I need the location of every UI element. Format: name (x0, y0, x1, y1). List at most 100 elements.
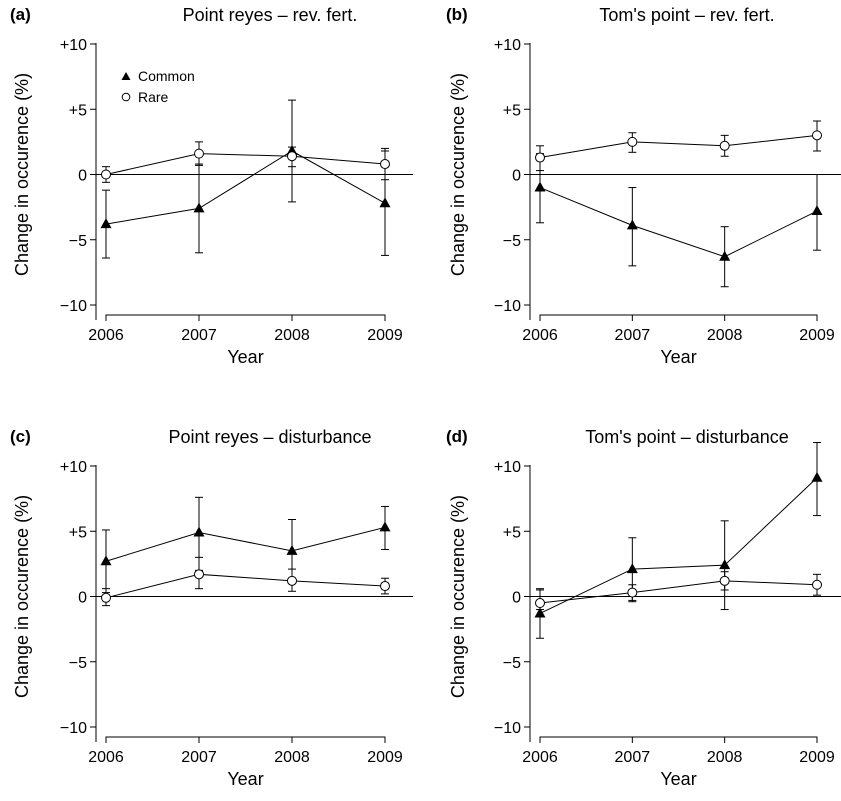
data-point-common (534, 607, 546, 618)
y-tick-label: −5 (503, 233, 521, 250)
x-tick-label: 2008 (707, 749, 743, 766)
legend-label-rare: Rare (138, 89, 169, 105)
data-point-rare (287, 575, 297, 586)
series-line-common (105, 526, 386, 562)
x-tick-label: 2009 (799, 749, 835, 766)
chart-panel-d: (d) Tom's point – disturbance+10+50−5−102… (446, 427, 841, 789)
y-tick-label: +5 (503, 102, 521, 119)
x-tick-label: 2007 (181, 327, 217, 344)
y-tick-label: −10 (60, 298, 87, 315)
data-point-common (719, 559, 731, 570)
y-axis-title: Change in occurence (%) (448, 73, 468, 276)
chart-panel-a: (a) Point reyes – rev. fert.+10+50−5−1020… (10, 5, 413, 367)
legend-marker-common (121, 72, 131, 80)
x-axis-title: Year (227, 769, 263, 789)
y-tick-label: +5 (503, 524, 521, 541)
x-axis-title: Year (660, 769, 696, 789)
data-point-common (193, 202, 205, 213)
y-tick-label: +10 (60, 37, 87, 54)
x-tick-label: 2006 (88, 749, 124, 766)
chart-panel-b: (b) Tom's point – rev. fert.+10+50−5−1020… (446, 5, 841, 367)
data-point-rare (380, 581, 390, 592)
x-tick-label: 2008 (274, 749, 310, 766)
data-point-rare (719, 140, 730, 151)
y-tick-label: +5 (69, 102, 87, 119)
data-point-common (719, 250, 731, 261)
y-axis-title: Change in occurence (%) (448, 495, 468, 698)
y-tick-label: 0 (78, 168, 87, 185)
data-point-rare (627, 136, 638, 147)
data-point-common (100, 218, 112, 229)
y-tick-label: −10 (60, 720, 87, 737)
data-point-rare (287, 151, 297, 162)
data-point-common (100, 555, 112, 566)
series-line-common (539, 187, 818, 258)
data-point-rare (627, 587, 638, 598)
y-tick-label: +10 (494, 459, 521, 476)
x-tick-label: 2006 (522, 327, 558, 344)
panel-letter: (b) (446, 5, 468, 24)
data-point-common (379, 521, 391, 532)
data-point-rare (812, 579, 822, 590)
data-point-rare (535, 152, 545, 163)
panel-letter: (a) (10, 5, 31, 24)
x-tick-label: 2007 (615, 749, 651, 766)
y-tick-label: +5 (69, 524, 87, 541)
y-tick-label: −10 (494, 720, 521, 737)
data-point-common (534, 181, 546, 192)
series-line-common (539, 477, 818, 614)
y-tick-label: +10 (60, 459, 87, 476)
panel-title: Tom's point – rev. fert. (599, 5, 774, 25)
panel-title: Tom's point – disturbance (585, 427, 789, 447)
data-point-rare (194, 569, 204, 580)
chart-panel-c: (c) Point reyes – disturbance+10+50−5−102… (10, 427, 413, 789)
y-axis-title: Change in occurence (%) (12, 495, 32, 698)
data-point-rare (719, 575, 730, 586)
panel-title: Point reyes – rev. fert. (183, 5, 358, 25)
data-point-common (286, 544, 298, 555)
series-line-rare (539, 134, 818, 159)
y-tick-label: 0 (78, 590, 87, 607)
data-point-rare (194, 148, 204, 159)
y-axis-title: Change in occurence (%) (12, 73, 32, 276)
data-point-rare (535, 598, 545, 609)
y-tick-label: −5 (69, 655, 87, 672)
data-point-common (379, 197, 391, 208)
data-point-rare (101, 169, 111, 180)
data-point-rare (812, 130, 822, 141)
x-tick-label: 2008 (274, 327, 310, 344)
y-tick-label: −5 (503, 655, 521, 672)
y-tick-label: 0 (512, 168, 521, 185)
legend-label-common: Common (138, 68, 195, 84)
series-line-rare (105, 153, 386, 175)
y-tick-label: +10 (494, 37, 521, 54)
x-axis-title: Year (660, 347, 696, 367)
x-tick-label: 2008 (707, 327, 743, 344)
x-tick-label: 2007 (615, 327, 651, 344)
y-tick-label: −5 (69, 233, 87, 250)
data-point-common (626, 563, 638, 574)
series-line-rare (539, 580, 818, 604)
x-tick-label: 2009 (367, 327, 403, 344)
x-tick-label: 2009 (799, 327, 835, 344)
panel-title: Point reyes – disturbance (168, 427, 371, 447)
data-point-rare (380, 159, 390, 170)
data-point-common (626, 219, 638, 230)
legend-marker-rare (121, 92, 131, 102)
x-tick-label: 2009 (367, 749, 403, 766)
x-tick-label: 2006 (522, 749, 558, 766)
y-tick-label: 0 (512, 590, 521, 607)
series-line-rare (105, 573, 386, 599)
y-tick-label: −10 (494, 298, 521, 315)
data-point-common (811, 471, 823, 482)
data-point-common (811, 205, 823, 216)
panel-letter: (d) (446, 427, 468, 446)
x-tick-label: 2006 (88, 327, 124, 344)
x-tick-label: 2007 (181, 749, 217, 766)
legend: Common Rare (121, 68, 195, 105)
data-point-common (193, 526, 205, 537)
data-point-rare (101, 592, 111, 603)
panel-letter: (c) (10, 427, 31, 446)
series-line-common (105, 150, 386, 225)
